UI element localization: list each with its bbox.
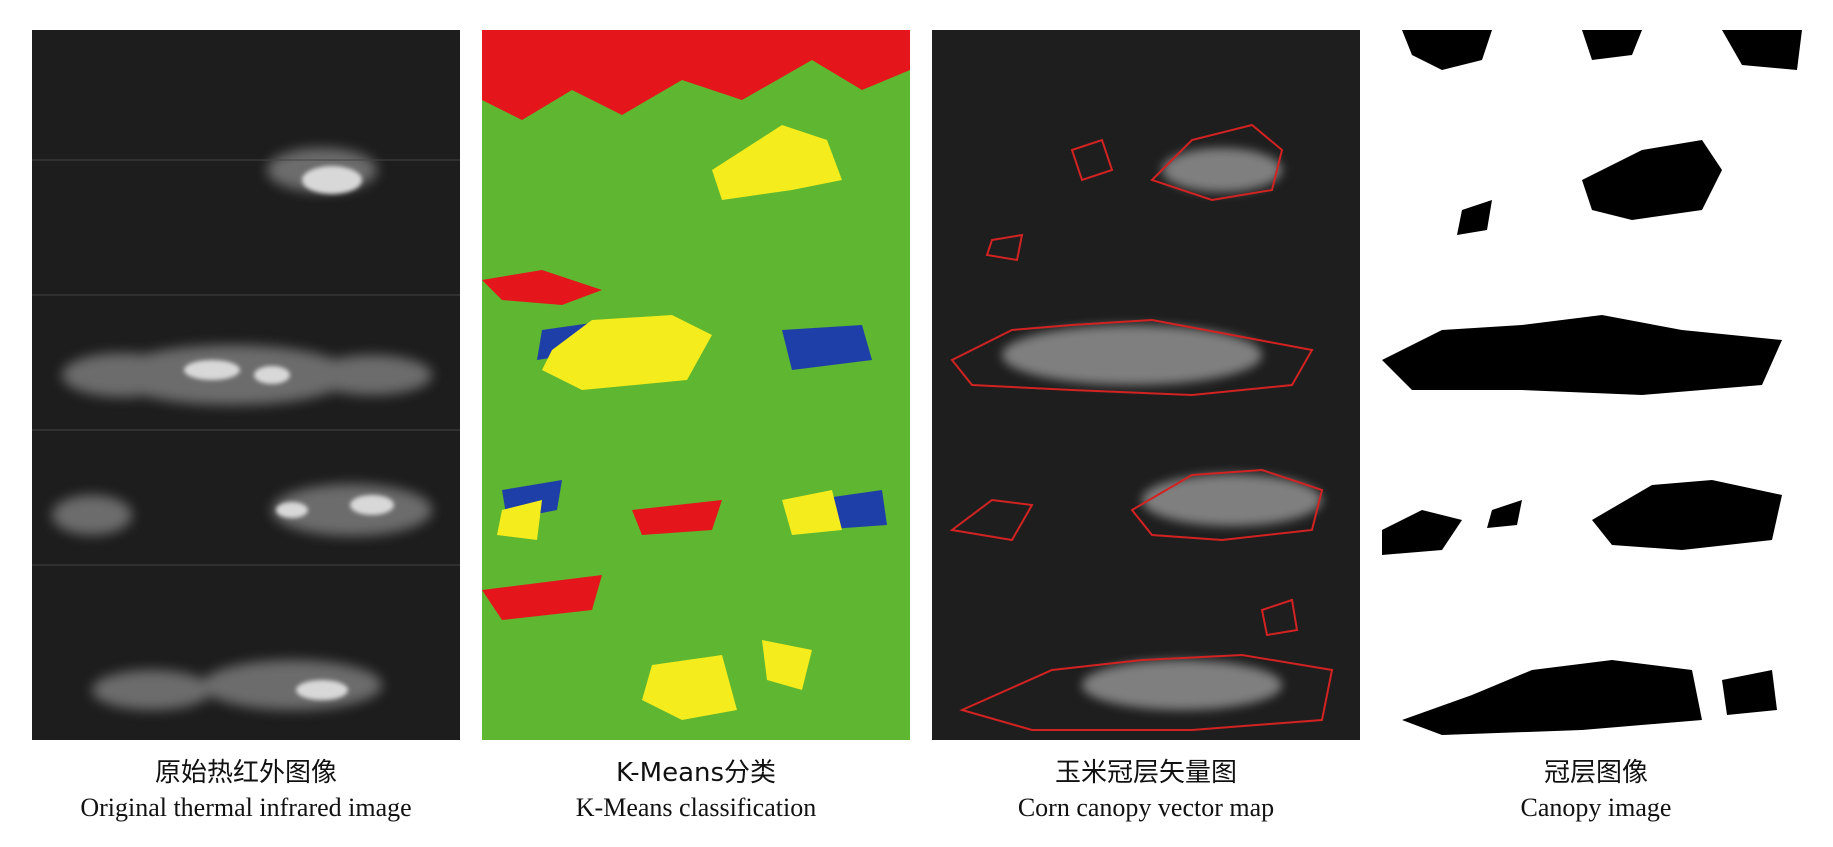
caption-vector-en: Corn canopy vector map	[1017, 793, 1275, 822]
caption-kmeans-en: K-Means classification	[575, 793, 817, 822]
thermal-infrared-image	[32, 30, 460, 740]
caption-vector-cn: 玉米冠层矢量图	[1054, 758, 1237, 788]
canopy-binary-graphic	[1382, 30, 1810, 740]
caption-thermal-cn: 原始热红外图像	[154, 758, 337, 788]
canopy-vector-map-image	[932, 30, 1360, 740]
caption-kmeans-cn: K-Means分类	[615, 758, 777, 788]
kmeans-classification-image	[482, 30, 910, 740]
caption-canopy: 冠层图像 Canopy image	[1326, 756, 1833, 826]
caption-canopy-en: Canopy image	[1520, 793, 1672, 822]
caption-kmeans: K-Means分类 K-Means classification	[426, 756, 966, 826]
caption-thermal: 原始热红外图像 Original thermal infrared image	[0, 756, 516, 826]
kmeans-classification-graphic	[482, 30, 910, 740]
canopy-vector-map-graphic	[932, 30, 1360, 740]
caption-vector: 玉米冠层矢量图 Corn canopy vector map	[876, 756, 1416, 826]
caption-thermal-en: Original thermal infrared image	[80, 793, 412, 822]
caption-canopy-cn: 冠层图像	[1543, 758, 1648, 788]
thermal-infrared-graphic	[32, 30, 460, 740]
canopy-binary-image	[1382, 30, 1810, 740]
